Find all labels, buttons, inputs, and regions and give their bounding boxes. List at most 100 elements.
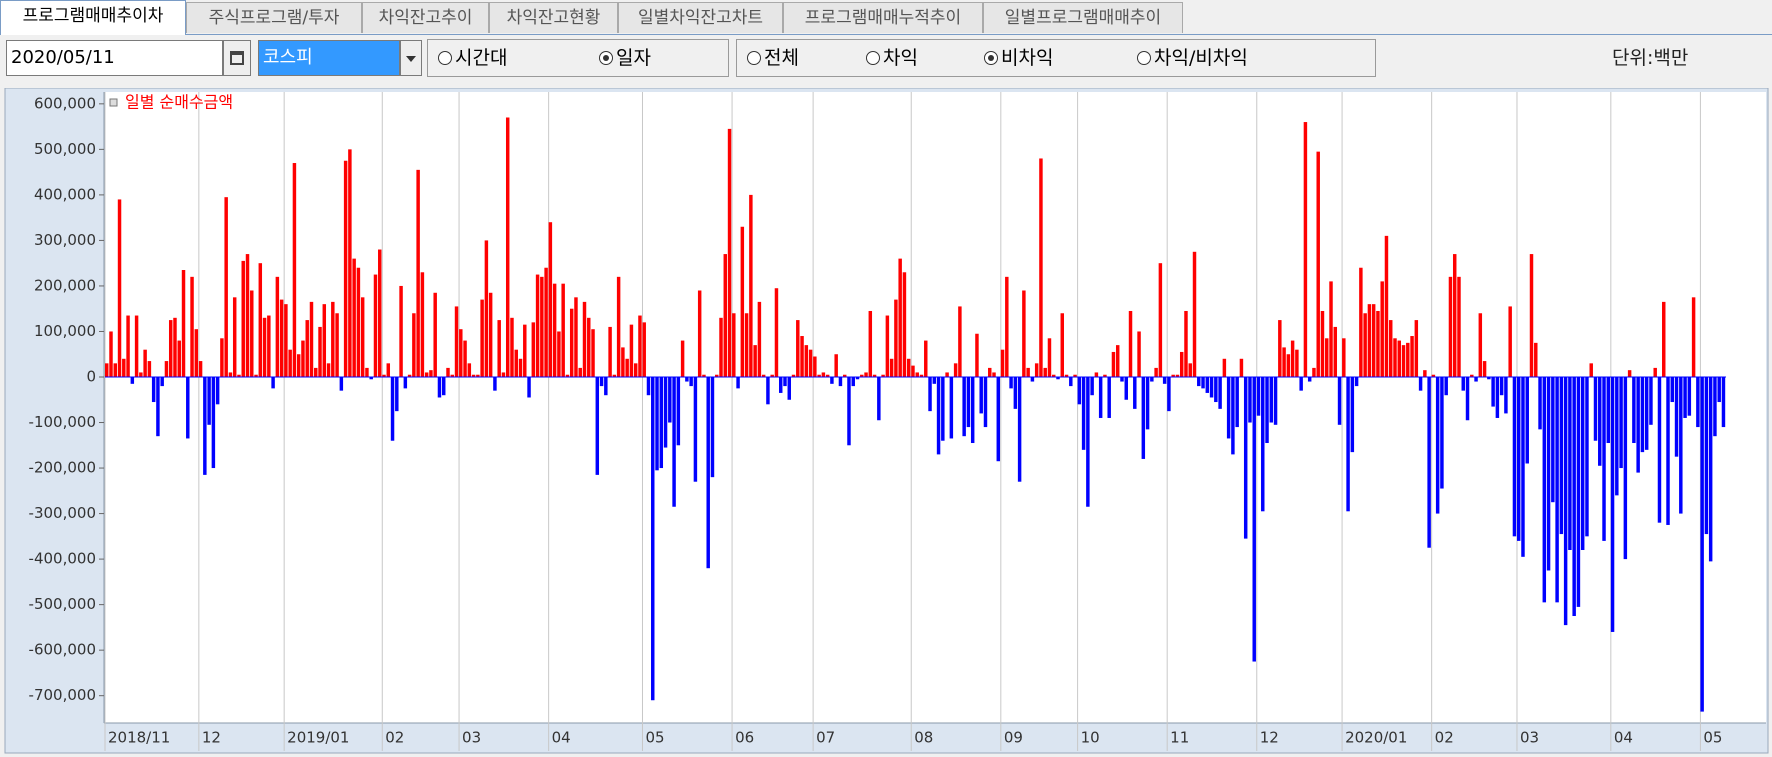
bar bbox=[928, 376, 932, 412]
radio-option[interactable]: 차익 bbox=[866, 40, 918, 76]
radio-option[interactable]: 차익/비차익 bbox=[1137, 40, 1248, 76]
bar bbox=[403, 376, 408, 389]
bar bbox=[1380, 281, 1384, 377]
x-tick-label: 12 bbox=[202, 729, 221, 747]
legend-swatch bbox=[109, 98, 118, 107]
bar bbox=[1026, 367, 1030, 377]
bar bbox=[983, 376, 988, 428]
bar bbox=[1145, 376, 1150, 430]
bar bbox=[186, 376, 190, 439]
x-tick-label: 11 bbox=[1170, 729, 1189, 747]
tab[interactable]: 일별차익잔고차트 bbox=[618, 2, 783, 33]
bar bbox=[1457, 276, 1461, 377]
tab[interactable]: 차익잔고현황 bbox=[489, 2, 618, 33]
bar bbox=[1197, 376, 1201, 387]
bar bbox=[689, 376, 693, 387]
bar bbox=[1231, 376, 1235, 455]
radio-button[interactable] bbox=[747, 51, 761, 65]
bar bbox=[834, 354, 838, 377]
bar bbox=[864, 372, 868, 377]
bar bbox=[1120, 376, 1124, 382]
bar bbox=[996, 376, 1001, 462]
bar bbox=[1534, 342, 1538, 377]
bar bbox=[480, 299, 484, 377]
bar bbox=[1086, 376, 1090, 507]
tab[interactable]: 주식프로그램/투자 bbox=[186, 2, 362, 33]
bar bbox=[1504, 376, 1508, 414]
bar bbox=[1329, 281, 1333, 377]
radio-option[interactable]: 시간대 bbox=[438, 40, 507, 76]
radio-button[interactable] bbox=[984, 51, 998, 65]
bar bbox=[569, 308, 574, 377]
bar bbox=[1239, 358, 1244, 377]
bar bbox=[117, 199, 122, 377]
radio-button[interactable] bbox=[438, 51, 452, 65]
radio-button[interactable] bbox=[1137, 51, 1151, 65]
bar bbox=[710, 376, 715, 478]
bar bbox=[407, 374, 412, 377]
tab[interactable]: 프로그램매매누적추이 bbox=[783, 2, 983, 33]
bar bbox=[1179, 351, 1184, 377]
bar bbox=[1593, 376, 1598, 441]
bar bbox=[1141, 376, 1146, 459]
bar bbox=[1325, 338, 1329, 377]
bar bbox=[825, 374, 830, 377]
bar bbox=[1559, 376, 1564, 535]
bar bbox=[245, 254, 250, 377]
radio-option[interactable]: 일자 bbox=[599, 40, 651, 76]
bar bbox=[574, 297, 578, 377]
bar bbox=[1162, 376, 1167, 384]
market-dropdown[interactable]: 코스피 bbox=[258, 40, 400, 76]
bar bbox=[638, 315, 642, 377]
bar bbox=[1060, 313, 1065, 377]
bar bbox=[629, 324, 634, 377]
plot-area bbox=[104, 92, 1766, 723]
radio-button[interactable] bbox=[599, 51, 613, 65]
bar bbox=[685, 376, 689, 382]
bar bbox=[659, 376, 664, 469]
bar bbox=[292, 163, 297, 377]
bar bbox=[1150, 376, 1154, 382]
bar bbox=[1009, 376, 1013, 389]
calendar-button[interactable] bbox=[223, 40, 251, 76]
bar bbox=[1359, 267, 1363, 377]
bar bbox=[267, 315, 271, 377]
bar bbox=[1384, 235, 1389, 377]
bar bbox=[1320, 310, 1325, 377]
bar bbox=[497, 320, 501, 377]
bar bbox=[258, 263, 263, 377]
bar bbox=[232, 297, 237, 377]
date-input[interactable]: 2020/05/11 bbox=[6, 40, 223, 76]
bar bbox=[1252, 376, 1256, 662]
bar bbox=[420, 272, 425, 377]
bar bbox=[548, 222, 553, 377]
bar bbox=[1666, 376, 1670, 525]
bar bbox=[651, 376, 655, 701]
bar bbox=[540, 276, 544, 377]
bar bbox=[842, 374, 847, 377]
x-tick-label: 10 bbox=[1081, 729, 1100, 747]
bar bbox=[493, 376, 497, 391]
bar bbox=[1167, 376, 1171, 412]
bar bbox=[1214, 376, 1218, 403]
tab[interactable]: 일별프로그램매매추이 bbox=[983, 2, 1183, 33]
bar bbox=[1657, 376, 1662, 523]
bar bbox=[1606, 376, 1611, 444]
bar bbox=[1286, 354, 1291, 377]
radio-option[interactable]: 전체 bbox=[747, 40, 799, 76]
radio-button[interactable] bbox=[866, 51, 880, 65]
bar bbox=[906, 358, 911, 377]
legend-label: 일별 순매수금액 bbox=[125, 93, 233, 112]
tab[interactable]: 프로그램매매추이차 bbox=[0, 0, 186, 35]
tab-bar: 프로그램매매추이차 주식프로그램/투자 차익잔고추이 차익잔고현황 일별차익잔고차트 프로… bbox=[0, 0, 1772, 35]
tab[interactable]: 차익잔고추이 bbox=[362, 2, 489, 33]
x-tick-label: 04 bbox=[552, 729, 571, 747]
bar bbox=[1602, 376, 1606, 541]
bar bbox=[992, 372, 996, 377]
radio-label: 비차익 bbox=[1001, 47, 1054, 69]
x-tick-label: 02 bbox=[385, 729, 404, 747]
bar bbox=[1487, 376, 1491, 380]
radio-option[interactable]: 비차익 bbox=[984, 40, 1053, 76]
bar bbox=[1312, 367, 1316, 377]
dropdown-button[interactable] bbox=[400, 40, 422, 76]
